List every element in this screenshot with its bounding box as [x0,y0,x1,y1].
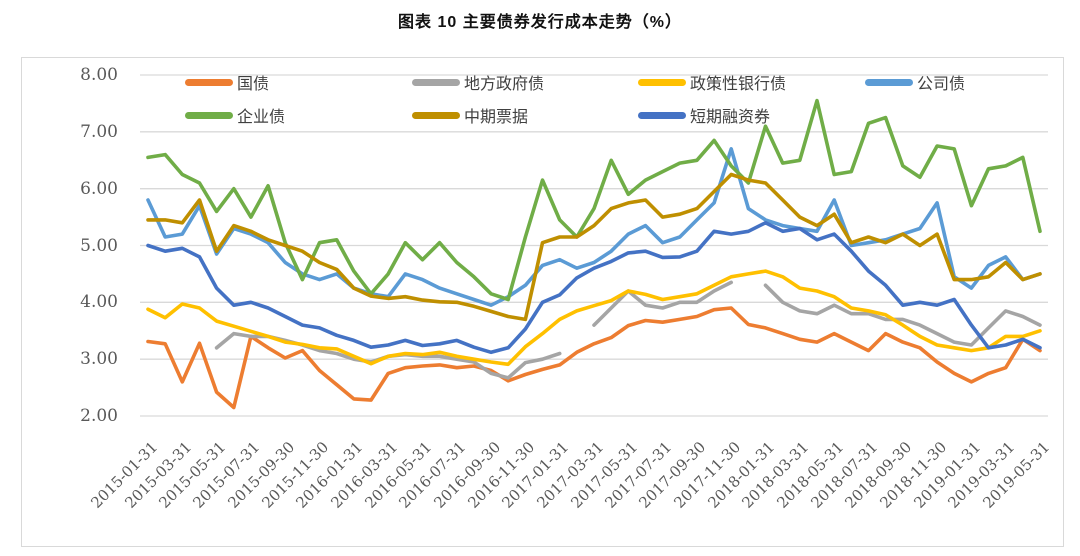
y-axis-tick-label: 6.00 [80,178,118,199]
series-line-medium-term-note [146,172,1042,322]
series-line-local-government-bond [763,283,1042,347]
legend-label: 地方政府债 [464,76,545,93]
y-axis-tick-label: 7.00 [80,121,118,142]
legend-swatch-policy-bank-bond [638,78,686,86]
chart-title: 图表 10 主要债券发行成本走势（%） [398,14,682,31]
y-axis-tick-label: 8.00 [80,65,118,85]
legend-item-local-government-bond: 地方政府债 [412,74,544,93]
legend-swatch-medium-term-note [412,111,460,119]
legend-label: 公司债 [917,76,966,93]
legend-swatch-short-term-financing-bill [638,111,686,119]
legend-swatch-treasury-bond [185,78,233,86]
series-line-short-term-financing-bill [146,221,1042,355]
legend-item-medium-term-note: 中期票据 [412,107,528,126]
series-line-treasury-bond [146,306,1042,410]
legend-label: 短期融资券 [690,109,771,126]
legend-label: 中期票据 [464,109,529,126]
series-line-policy-bank-bond [146,269,1042,367]
series-line-local-government-bond [592,280,734,327]
legend-swatch-enterprise-bond [185,111,233,119]
legend-item-short-term-financing-bill: 短期融资券 [638,107,770,126]
legend-swatch-local-government-bond [412,78,460,86]
series-line-enterprise-bond [146,98,1042,302]
y-axis-tick-label: 5.00 [80,235,118,256]
legend-item-treasury-bond: 国债 [185,74,269,93]
legend-label: 企业债 [237,109,286,126]
legend-item-corporate-bond: 公司债 [865,74,965,93]
y-axis-tick-label: 3.00 [80,349,118,370]
legend-item-policy-bank-bond: 政策性银行债 [638,74,786,93]
legend-item-enterprise-bond: 企业债 [185,107,285,126]
legend-swatch-corporate-bond [865,78,913,86]
legend-label: 政策性银行债 [690,76,787,93]
y-axis-tick-label: 2.00 [80,406,118,426]
legend-label: 国债 [237,76,270,93]
y-axis-tick-label: 4.00 [80,292,118,313]
